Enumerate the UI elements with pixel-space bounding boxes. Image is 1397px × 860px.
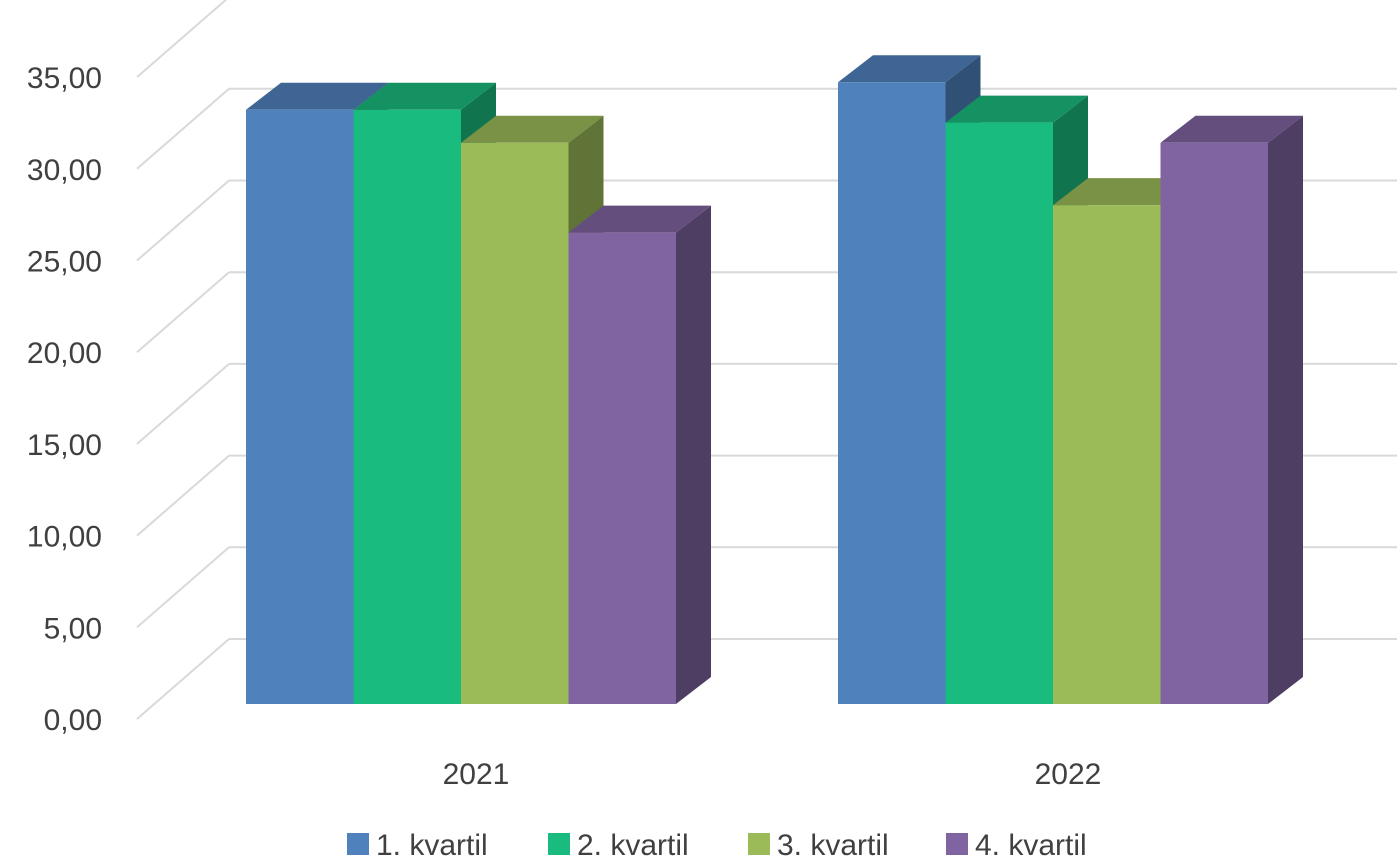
bar-side [1268,115,1303,704]
bar-top [461,115,604,143]
bar-front [945,122,1053,704]
x-tick-label: 2021 [443,758,510,791]
legend-item: 1. kvartil [347,829,488,860]
bar-top [1053,178,1196,206]
legend-swatch [347,833,369,855]
y-tick-label: 35,00 [27,62,102,95]
gridline-diagonal [136,0,228,78]
bar-front [461,142,569,704]
gridline-diagonal [136,363,230,445]
gridline-diagonal [136,454,230,537]
bar-front [568,232,676,705]
bar-top [945,95,1088,123]
x-tick-label: 2022 [1035,758,1102,791]
bar [568,205,711,705]
legend: 1. kvartil 2. kvartil 3. kvartil 4. kvartil [347,829,1087,860]
x-axis: 2021 2022 [443,758,1102,791]
bar-top [246,82,389,110]
y-tick-label: 25,00 [27,246,102,279]
bar-front [353,109,461,704]
y-tick-label: 20,00 [27,337,102,370]
bar-top [353,82,496,110]
bar-front [246,109,354,704]
y-tick-label: 0,00 [44,704,102,737]
y-tick-label: 10,00 [27,521,102,554]
legend-swatch [548,833,570,855]
bar-front [1160,142,1268,704]
y-tick-label: 15,00 [27,429,102,462]
y-axis: 0,00 5,00 10,00 15,00 20,00 25,00 30,00 35,00 [27,62,102,737]
gridline-diagonal [136,638,230,720]
legend-label: 2. kvartil [577,829,689,860]
legend-swatch [946,833,968,855]
gridline-diagonal [136,271,230,353]
gridline-diagonal [136,546,230,629]
legend-label: 3. kvartil [777,829,889,860]
legend-label: 4. kvartil [975,829,1087,860]
bar-top [568,205,711,233]
legend-item: 4. kvartil [946,829,1087,860]
legend-item: 3. kvartil [748,829,889,860]
bar-front [1053,205,1161,705]
bar-top [1160,115,1303,143]
legend-item: 2. kvartil [548,829,689,860]
bar-front [838,82,946,705]
y-tick-label: 5,00 [44,612,102,645]
bar-top [838,55,981,83]
bar [1160,115,1303,704]
plot-area [246,55,1303,705]
legend-swatch [748,833,770,855]
bar-side [676,205,711,705]
y-tick-label: 30,00 [27,154,102,187]
gridline-diagonal [136,179,230,262]
gridline-diagonal [136,88,230,170]
legend-label: 1. kvartil [376,829,488,860]
